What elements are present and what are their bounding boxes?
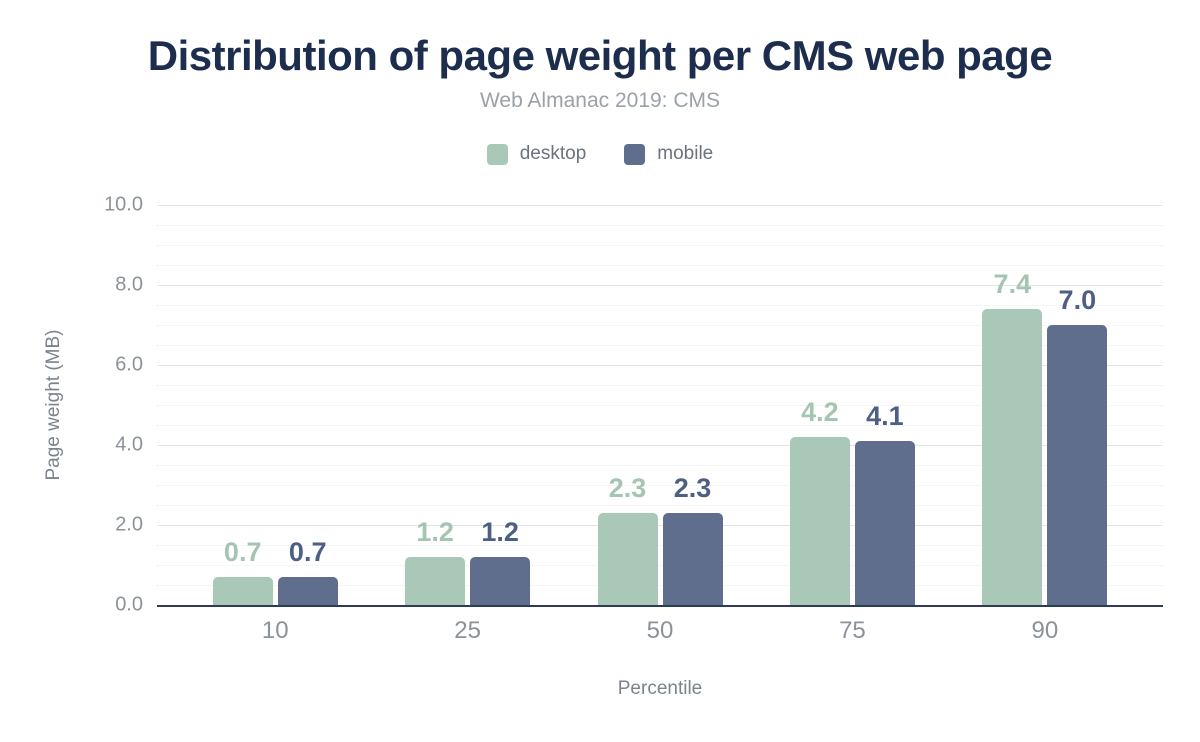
y-tick-label: 10.0 [104, 193, 143, 216]
legend-swatch-desktop-icon [486, 143, 508, 165]
chart-title: Distribution of page weight per CMS web … [147, 32, 1053, 79]
y-tick-label: 2.0 [115, 513, 143, 536]
bar-desktop-p50 [597, 513, 658, 605]
x-axis-title: Percentile [617, 678, 703, 699]
minor-gridline [157, 545, 1163, 546]
minor-gridline [157, 465, 1163, 466]
major-gridline [157, 525, 1163, 526]
value-label-mobile-p10: 0.7 [288, 537, 327, 567]
major-gridline [157, 365, 1163, 366]
x-tick-label-p25: 25 [454, 617, 481, 644]
minor-gridline [157, 325, 1163, 326]
value-label-mobile-p90: 7.0 [1058, 285, 1097, 315]
minor-gridline [157, 425, 1163, 426]
y-tick-label: 0.0 [115, 593, 143, 616]
bar-group-p90: 7.4 7.0 [949, 205, 1141, 605]
bar-mobile-p25 [470, 557, 531, 605]
value-label-desktop-p90: 7.4 [993, 269, 1032, 299]
legend-item-desktop: desktop [486, 143, 587, 165]
bar-desktop-p25 [405, 557, 466, 605]
barwrap-mobile-p75: 4.1 [854, 205, 915, 605]
y-tick-label: 6.0 [115, 353, 143, 376]
minor-gridline [157, 485, 1163, 486]
minor-gridline [157, 245, 1163, 246]
legend-label-mobile: mobile [657, 143, 714, 164]
bar-group-p10: 0.7 0.7 [179, 205, 371, 605]
barwrap-desktop-p10: 0.7 [212, 205, 273, 605]
bar-mobile-p50 [662, 513, 723, 605]
barwrap-mobile-p90: 7.0 [1047, 205, 1108, 605]
bar-desktop-p10 [212, 577, 273, 605]
legend-item-mobile: mobile [624, 143, 713, 165]
value-label-mobile-p75: 4.1 [866, 401, 904, 431]
bar-desktop-p75 [789, 437, 850, 605]
barwrap-desktop-p25: 1.2 [405, 205, 466, 605]
minor-gridline [157, 505, 1163, 506]
value-label-mobile-p50: 2.3 [673, 473, 712, 503]
legend-label-desktop: desktop [519, 143, 587, 164]
minor-gridline [157, 265, 1163, 266]
y-axis-labels: 0.0 2.0 4.0 6.0 8.0 10.0 [83, 194, 143, 616]
major-gridline [157, 205, 1163, 206]
y-axis-title: Page weight (MB) [43, 329, 64, 481]
minor-gridline [157, 385, 1163, 386]
x-tick-label-p10: 10 [261, 617, 289, 644]
barwrap-desktop-p50: 2.3 [597, 205, 658, 605]
value-label-desktop-p10: 0.7 [223, 537, 262, 567]
minor-gridline [157, 305, 1163, 306]
minor-gridline [157, 585, 1163, 586]
value-label-desktop-p25: 1.2 [416, 517, 454, 547]
legend-swatch-mobile-icon [624, 143, 646, 165]
x-tick-label-p90: 90 [1031, 617, 1059, 644]
x-tick-label-p50: 50 [646, 617, 674, 644]
barwrap-mobile-p10: 0.7 [277, 205, 338, 605]
major-gridline [157, 285, 1163, 286]
bar-groups: 0.7 0.7 1.2 1.2 2.3 2.3 4.2 4.1 7.4 7.0 [157, 205, 1163, 605]
minor-gridline [157, 565, 1163, 566]
value-label-mobile-p25: 1.2 [481, 517, 519, 547]
bar-group-p75: 4.2 4.1 [756, 205, 948, 605]
bar-mobile-p10 [277, 577, 338, 605]
bar-group-p25: 1.2 1.2 [371, 205, 563, 605]
bar-desktop-p90 [982, 309, 1043, 605]
barwrap-desktop-p75: 4.2 [789, 205, 850, 605]
barwrap-mobile-p50: 2.3 [662, 205, 723, 605]
barwrap-mobile-p25: 1.2 [470, 205, 531, 605]
minor-gridline [157, 225, 1163, 226]
minor-gridline [157, 345, 1163, 346]
value-label-desktop-p50: 2.3 [608, 473, 647, 503]
x-tick-label-p75: 75 [839, 617, 866, 644]
value-label-desktop-p75: 4.2 [801, 397, 839, 427]
minor-gridline [157, 405, 1163, 406]
x-axis-labels: 10 25 50 75 90 [157, 617, 1163, 645]
bar-mobile-p90 [1047, 325, 1108, 605]
bar-mobile-p75 [854, 441, 915, 605]
bar-group-p50: 2.3 2.3 [564, 205, 756, 605]
y-tick-label: 8.0 [115, 273, 143, 296]
plot-area: 0.7 0.7 1.2 1.2 2.3 2.3 4.2 4.1 7.4 7.0 [157, 205, 1163, 607]
y-tick-label: 4.0 [115, 433, 143, 456]
legend: desktop mobile [0, 143, 1200, 165]
chart-subtitle: Web Almanac 2019: CMS [479, 89, 721, 112]
barwrap-desktop-p90: 7.4 [982, 205, 1043, 605]
major-gridline [157, 445, 1163, 446]
x-axis-baseline [157, 605, 1163, 607]
